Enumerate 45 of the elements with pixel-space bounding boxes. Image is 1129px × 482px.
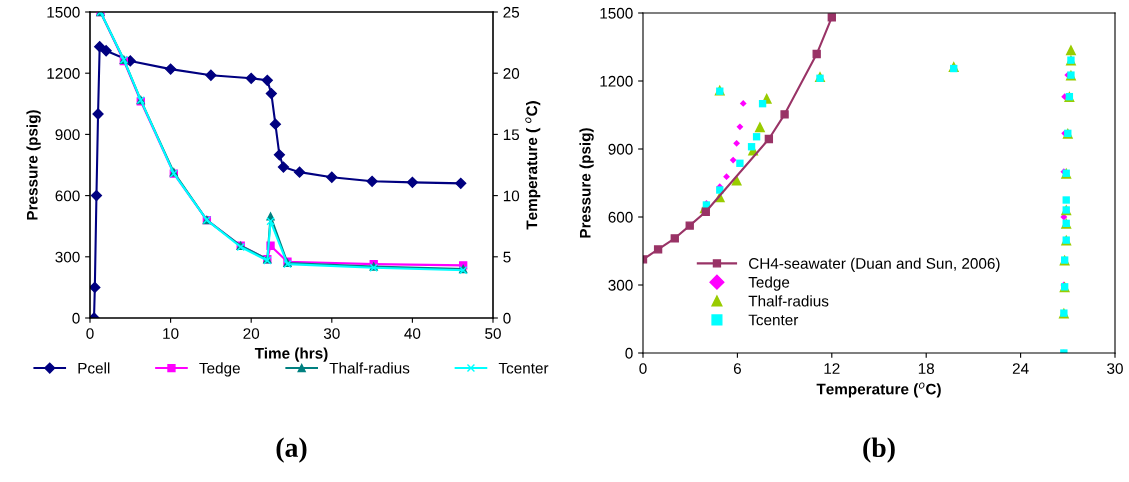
x-tick-label: 10 <box>163 328 179 339</box>
legend-label: Tcenter <box>748 314 799 326</box>
x-tick-label: 20 <box>243 328 260 339</box>
x-axis-title: Temperature ($^{o}$C) <box>816 382 941 398</box>
x-tick-label: 6 <box>733 363 741 374</box>
y-axis-title: Pressure (psig) <box>579 128 594 238</box>
y-tick-label: 0 <box>625 347 633 359</box>
y-tick-label: 1500 <box>47 6 80 18</box>
y2-tick-label: 5 <box>503 251 511 263</box>
y2-tick-label: 10 <box>503 190 520 202</box>
x-tick-label: 12 <box>824 363 840 374</box>
y2-tick-label: 0 <box>503 312 511 324</box>
legend-label: Thalf-radius <box>329 362 410 374</box>
x-tick-label: 40 <box>404 328 421 339</box>
legend-label: CH4-seawater (Duan and Sun, 2006) <box>749 257 1000 272</box>
y-tick-label: 300 <box>55 251 80 263</box>
y-axis-title: Pressure (psig) <box>26 110 41 220</box>
x-tick-label: 0 <box>86 328 94 339</box>
y-tick-label: 900 <box>608 143 633 155</box>
x-tick-label: 50 <box>485 328 501 339</box>
x-tick-label: 30 <box>1107 363 1123 374</box>
legend-label: Tedge <box>748 276 790 291</box>
y-tick-label: 300 <box>608 279 633 291</box>
y-tick-label: 900 <box>55 129 80 141</box>
x-axis-title: Time (hrs) <box>254 347 328 362</box>
y-tick-label: 1200 <box>47 68 80 79</box>
text: (b) <box>863 437 895 463</box>
y2-tick-label: 20 <box>503 68 520 79</box>
x-tick-label: 0 <box>639 363 647 374</box>
legend-label: Tedge <box>199 362 240 377</box>
y2-axis-title: Temperature ( $^{o}$C) <box>525 101 541 230</box>
x-tick-label: 18 <box>918 363 935 374</box>
x-tick-label: 24 <box>1012 363 1029 374</box>
y-tick-label: 1200 <box>600 75 633 87</box>
y-tick-label: 1500 <box>600 7 633 19</box>
legend-label: Tcenter <box>498 362 549 374</box>
y-tick-label: 600 <box>55 190 80 202</box>
y-tick-label: 0 <box>72 312 80 324</box>
legend-label: Thalf-radius <box>748 295 829 307</box>
legend-label: Pcell <box>78 362 110 374</box>
x-tick-label: 30 <box>323 328 340 339</box>
text: (a) <box>276 437 307 463</box>
y2-tick-label: 25 <box>503 6 520 18</box>
y2-tick-label: 15 <box>503 129 520 141</box>
y-tick-label: 600 <box>608 211 633 223</box>
